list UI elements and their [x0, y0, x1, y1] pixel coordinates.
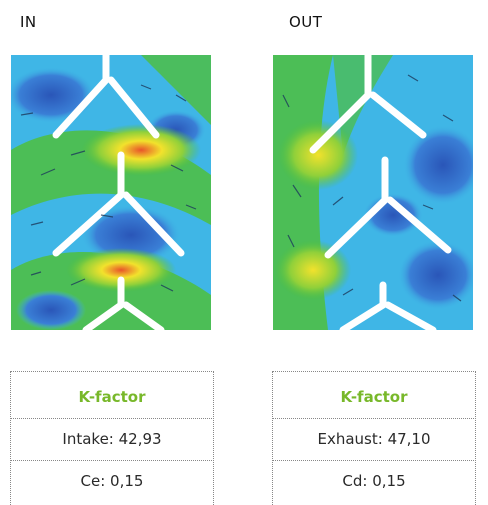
in-panel-title: IN	[20, 13, 37, 31]
intake-flow-image	[11, 55, 211, 330]
exhaust-value: Exhaust: 47,10	[317, 430, 431, 448]
intake-flow-field	[11, 55, 211, 330]
table-divider	[272, 418, 476, 419]
ce-value: Ce: 0,15	[80, 472, 144, 490]
intake-k-factor-table: K-factor Intake: 42,93 Ce: 0,15	[10, 371, 214, 505]
intake-k-factor-heading: K-factor	[78, 388, 146, 406]
table-divider	[10, 371, 214, 372]
cd-value: Cd: 0,15	[342, 472, 406, 490]
exhaust-flow-field	[273, 55, 473, 330]
table-border-left	[10, 371, 11, 505]
intake-value: Intake: 42,93	[62, 430, 162, 448]
table-border-left	[272, 371, 273, 505]
table-divider	[272, 371, 476, 372]
table-divider	[10, 418, 214, 419]
table-border-right	[475, 371, 476, 505]
exhaust-k-factor-table: K-factor Exhaust: 47,10 Cd: 0,15	[272, 371, 476, 505]
exhaust-flow-image	[273, 55, 473, 330]
table-divider	[272, 460, 476, 461]
table-border-right	[213, 371, 214, 505]
table-divider	[10, 460, 214, 461]
out-panel-title: OUT	[289, 13, 323, 31]
exhaust-k-factor-heading: K-factor	[340, 388, 408, 406]
